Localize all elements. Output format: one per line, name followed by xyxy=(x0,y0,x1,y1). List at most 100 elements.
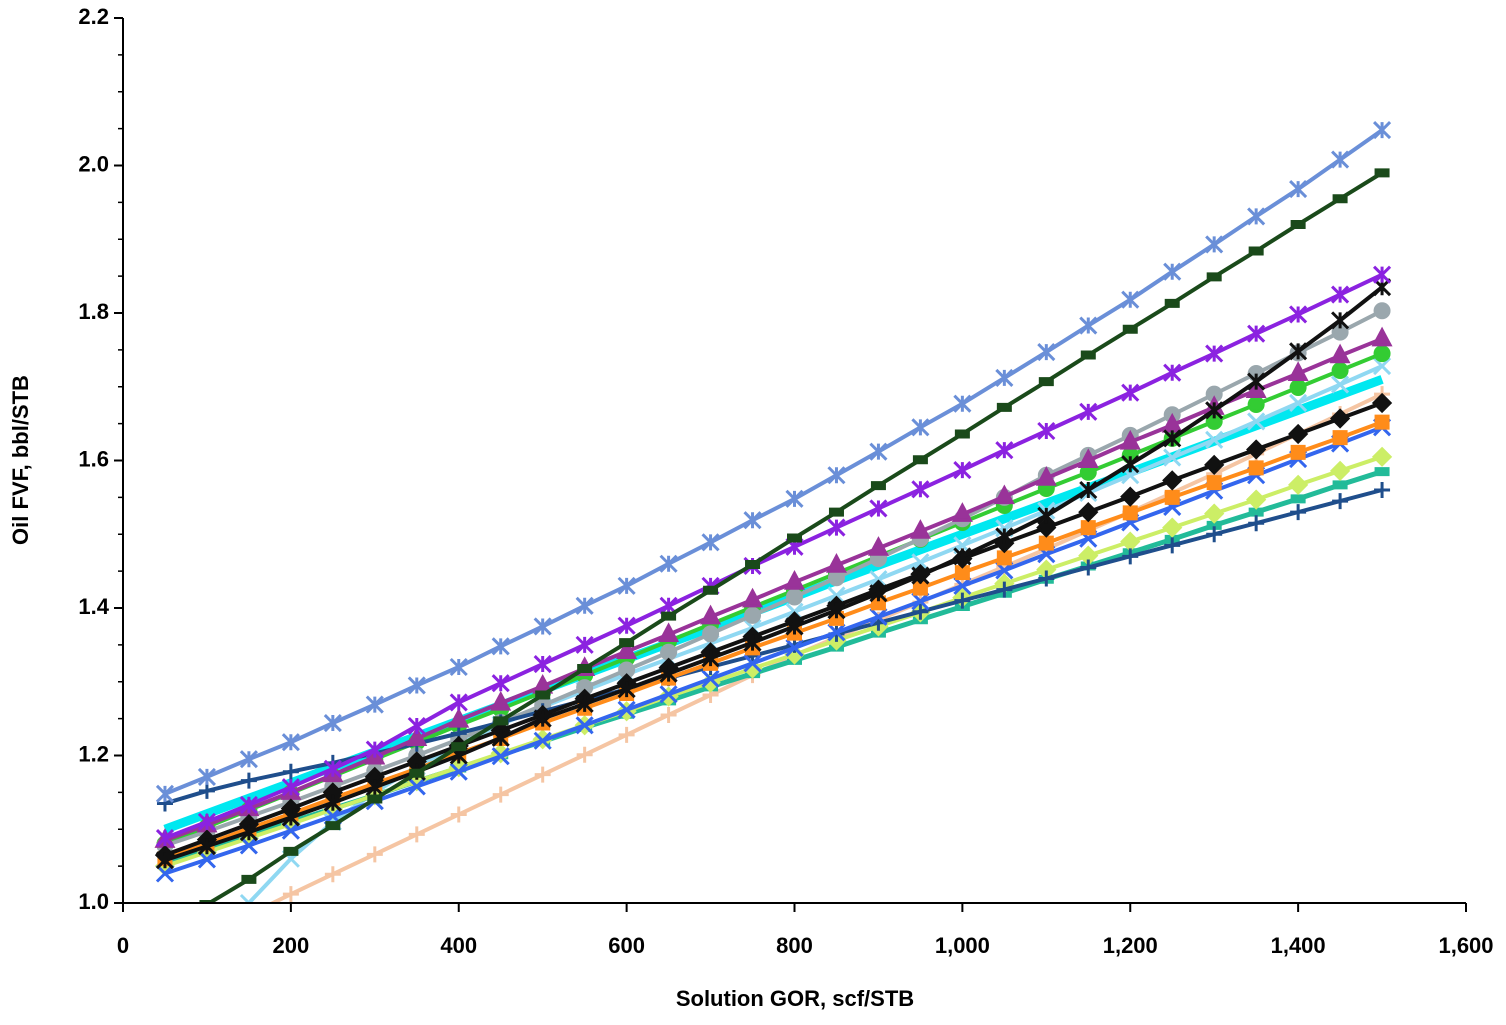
marker xyxy=(199,939,215,955)
marker xyxy=(197,812,216,831)
marker xyxy=(658,622,680,643)
marker xyxy=(1035,466,1057,486)
y-tick-label: 1.4 xyxy=(78,594,109,619)
marker xyxy=(575,716,594,735)
marker xyxy=(491,637,510,656)
marker xyxy=(996,550,1012,566)
marker xyxy=(450,806,467,823)
marker xyxy=(282,763,299,780)
marker xyxy=(867,536,889,556)
marker xyxy=(703,585,719,595)
marker xyxy=(1246,439,1267,460)
series-line xyxy=(164,272,1383,840)
marker xyxy=(827,601,846,620)
series-line xyxy=(268,392,1383,903)
marker xyxy=(869,607,888,626)
marker xyxy=(239,823,258,842)
marker xyxy=(743,654,762,673)
marker xyxy=(1372,121,1392,140)
marker xyxy=(1204,503,1225,524)
marker xyxy=(1206,526,1223,543)
marker xyxy=(953,461,972,480)
marker xyxy=(409,768,425,778)
marker xyxy=(827,569,845,587)
marker xyxy=(1332,480,1348,490)
marker xyxy=(493,716,509,726)
marker xyxy=(1078,502,1099,523)
marker xyxy=(1164,489,1180,505)
x-tick-label: 400 xyxy=(440,933,477,958)
marker xyxy=(1248,507,1264,517)
marker xyxy=(1247,207,1266,226)
marker xyxy=(281,733,300,752)
x-tick-label: 600 xyxy=(608,933,645,958)
marker xyxy=(1079,480,1098,500)
marker xyxy=(365,740,384,759)
marker xyxy=(1119,429,1141,450)
x-tick-label: 1,200 xyxy=(1103,933,1158,958)
marker xyxy=(197,837,216,856)
marker xyxy=(1205,344,1224,363)
x-tick-label: 1,000 xyxy=(935,933,990,958)
marker xyxy=(406,726,428,747)
marker xyxy=(996,581,1013,598)
marker xyxy=(784,570,805,590)
marker xyxy=(954,592,971,609)
marker xyxy=(911,418,930,437)
marker xyxy=(1289,342,1308,361)
marker xyxy=(1331,311,1350,330)
marker xyxy=(616,639,638,660)
marker xyxy=(1205,430,1224,449)
y-axis-label: Oil FVF, bbl/STB xyxy=(8,375,33,545)
marker xyxy=(451,742,467,752)
marker xyxy=(1079,316,1098,335)
marker xyxy=(1037,421,1056,441)
marker xyxy=(491,674,510,693)
marker xyxy=(239,893,258,903)
marker xyxy=(1289,305,1308,324)
marker xyxy=(1205,401,1224,420)
marker xyxy=(911,480,930,499)
marker xyxy=(449,693,468,712)
marker xyxy=(325,821,341,831)
marker xyxy=(155,851,175,870)
marker xyxy=(825,553,847,573)
x-tick-label: 1,600 xyxy=(1438,933,1493,958)
marker xyxy=(1077,448,1099,468)
marker xyxy=(159,928,171,934)
marker xyxy=(827,518,846,537)
marker xyxy=(1247,395,1265,413)
marker xyxy=(491,728,510,747)
marker xyxy=(366,846,383,863)
marker xyxy=(911,566,930,585)
marker xyxy=(1247,412,1266,431)
marker xyxy=(1290,494,1306,504)
marker xyxy=(1373,302,1391,320)
marker xyxy=(533,709,552,728)
marker xyxy=(1374,482,1391,498)
y-tick-label: 1.6 xyxy=(78,446,109,471)
marker xyxy=(1374,467,1390,477)
marker xyxy=(869,442,888,461)
marker xyxy=(870,481,886,491)
marker xyxy=(1162,470,1183,491)
x-tick-label: 1,400 xyxy=(1271,933,1326,958)
marker xyxy=(1374,168,1390,178)
marker xyxy=(787,533,802,543)
marker xyxy=(1331,375,1350,394)
marker xyxy=(1332,430,1348,446)
marker xyxy=(702,625,720,643)
marker xyxy=(827,586,846,605)
marker xyxy=(534,766,551,783)
series-line xyxy=(164,128,1384,796)
marker xyxy=(911,553,930,572)
marker xyxy=(953,576,972,595)
marker xyxy=(827,623,846,642)
marker xyxy=(240,772,257,789)
marker xyxy=(1162,517,1183,538)
marker xyxy=(1246,489,1267,510)
marker xyxy=(953,394,972,413)
marker xyxy=(1290,444,1306,460)
marker xyxy=(995,368,1014,387)
